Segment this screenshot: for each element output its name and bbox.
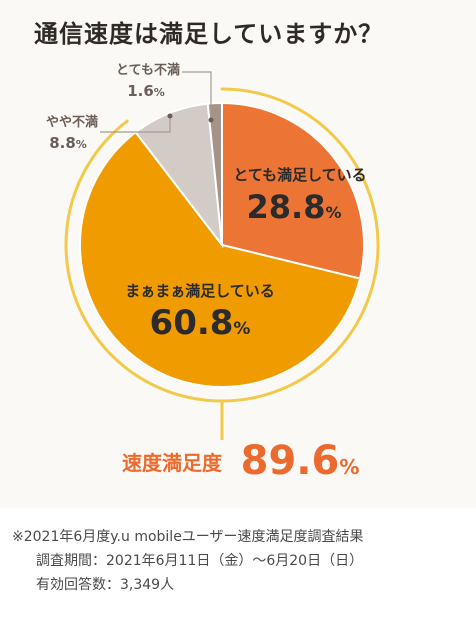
footnote: ※2021年6月度y.u mobileユーザー速度満足度調査結果 調査期間：20…: [12, 525, 472, 597]
leader-dot: [167, 113, 173, 119]
slice-label: まぁまぁ満足している: [125, 282, 275, 300]
leader-line: [100, 116, 171, 133]
pie-slice: [221, 101, 365, 280]
pie-chart: とても満足している 28.8% まぁまぁ満足している 60.8% やや不満 8.8% とても…: [46, 62, 380, 484]
pie-slice: [79, 130, 362, 388]
summary-value: 89.6%: [241, 438, 360, 484]
chart-card: 通信速度は満足していますか？ とても満足している 28.8% まぁまぁ満足している 6…: [34, 20, 384, 484]
footnote-respondents: 有効回答数：3,349人: [36, 577, 175, 593]
summary-label: 速度満足度: [122, 451, 223, 475]
slice-value-label: 60.8%: [150, 303, 251, 343]
chart-title: 通信速度は満足していますか？: [34, 20, 384, 48]
pie-slice: [206, 101, 223, 246]
highlight-ring: [64, 87, 380, 403]
slice-value-label: 1.6%: [127, 82, 165, 100]
leader-dot: [208, 117, 214, 123]
footnote-period: 調査期間：2021年6月11日（金）～6月20日（日）: [36, 553, 364, 569]
slice-value-label: 8.8%: [49, 134, 87, 152]
slice-label: とても不満: [116, 62, 180, 78]
slice-value-label: 28.8%: [247, 188, 342, 226]
leader-line: [182, 71, 212, 120]
slice-label: やや不満: [46, 114, 98, 130]
slice-label: とても満足している: [233, 166, 366, 184]
footnote-survey: ※2021年6月度y.u mobileユーザー速度満足度調査結果: [12, 529, 364, 545]
